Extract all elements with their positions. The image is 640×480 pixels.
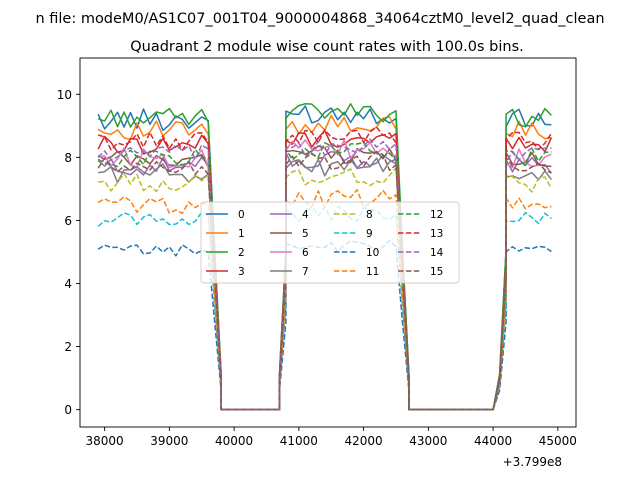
legend-label-12: 12 <box>430 209 443 221</box>
legend-label-2: 2 <box>238 247 245 259</box>
legend-label-8: 8 <box>366 209 373 221</box>
legend-label-15: 15 <box>430 266 443 278</box>
series-line-10 <box>97 239 552 411</box>
x-tick-label: 41000 <box>280 434 318 448</box>
y-tick-label: 6 <box>64 214 72 228</box>
axes-layer: 38000 39000 40000 41000 42000 43000 44000 45000… <box>57 57 577 448</box>
series-line-15 <box>97 151 552 411</box>
series-layer <box>97 103 553 411</box>
plot-frame <box>79 57 577 428</box>
legend-label-0: 0 <box>238 209 245 221</box>
legend-label-1: 1 <box>238 228 245 240</box>
legend-label-4: 4 <box>302 209 309 221</box>
y-tick-label: 0 <box>64 403 72 417</box>
x-tick-label: 44000 <box>474 434 512 448</box>
y-tick-label: 8 <box>64 151 72 165</box>
legend-label-3: 3 <box>238 266 245 278</box>
legend-label-11: 11 <box>366 266 379 278</box>
x-tick-label: 38000 <box>86 434 124 448</box>
legend-label-13: 13 <box>430 228 443 240</box>
legend-label-9: 9 <box>366 228 373 240</box>
legend-box <box>200 201 460 284</box>
x-tick-label: 43000 <box>409 434 447 448</box>
x-tick-label: 39000 <box>150 434 188 448</box>
legend-label-6: 6 <box>302 247 309 259</box>
figure-suptitle: n file: modeM0/AS1C07_001T04_9000004868_… <box>35 11 604 27</box>
x-tick-label: 45000 <box>539 434 577 448</box>
legend-label-7: 7 <box>302 266 309 278</box>
x-tick-label: 42000 <box>345 434 383 448</box>
legend-label-10: 10 <box>366 247 379 259</box>
y-tick-label: 10 <box>57 88 72 102</box>
legend-label-14: 14 <box>430 247 444 259</box>
legend-label-5: 5 <box>302 228 309 240</box>
x-tick-label: 40000 <box>215 434 253 448</box>
chart-title: Quadrant 2 module wise count rates with … <box>130 39 524 55</box>
y-tick-label: 4 <box>64 277 72 291</box>
y-tick-label: 2 <box>64 340 72 354</box>
x-axis-offset-label: +3.799e8 <box>503 455 562 469</box>
